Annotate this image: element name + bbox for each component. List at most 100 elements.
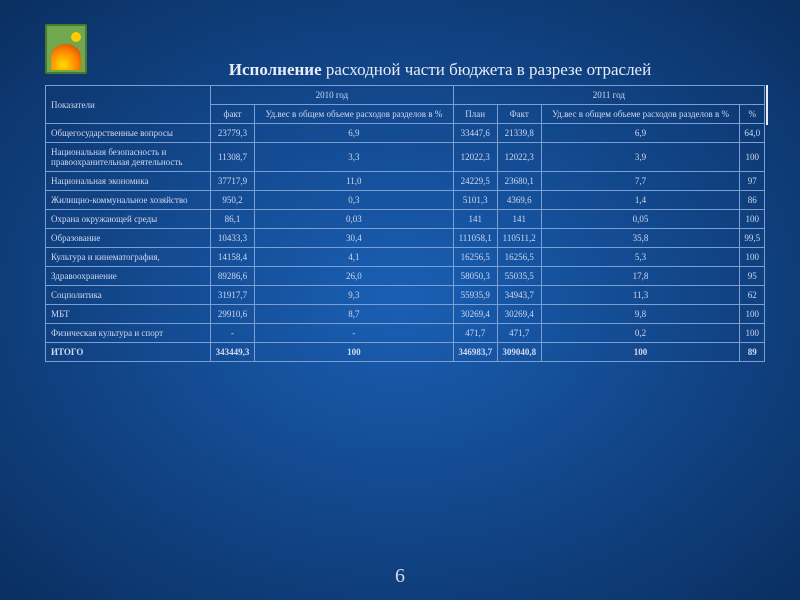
- cell: 16256,5: [497, 248, 541, 267]
- table-row: Национальная безопасность и правоохранит…: [46, 143, 765, 172]
- total-cell: 343449,3: [211, 343, 255, 362]
- total-cell: 309040,8: [497, 343, 541, 362]
- cell: 62: [740, 286, 765, 305]
- page-number: 6: [395, 565, 405, 588]
- row-label: Физическая культура и спорт: [46, 324, 211, 343]
- cell: 0,05: [541, 210, 740, 229]
- row-label: Национальная экономика: [46, 172, 211, 191]
- logo-flame: [51, 44, 81, 70]
- cell: 5,3: [541, 248, 740, 267]
- cell: 24229,5: [453, 172, 497, 191]
- cell: 17,8: [541, 267, 740, 286]
- cell: 111058,1: [453, 229, 497, 248]
- cell: 26,0: [255, 267, 454, 286]
- total-label: ИТОГО: [46, 343, 211, 362]
- row-label: Соцполитика: [46, 286, 211, 305]
- cell: 110511,2: [497, 229, 541, 248]
- cell: 86: [740, 191, 765, 210]
- cell: 100: [740, 143, 765, 172]
- cell: 30269,4: [453, 305, 497, 324]
- table-row: Образование10433,330,4111058,1110511,235…: [46, 229, 765, 248]
- cell: 34943,7: [497, 286, 541, 305]
- th-fact2011: Факт: [497, 105, 541, 124]
- total-cell: 89: [740, 343, 765, 362]
- cell: 950,2: [211, 191, 255, 210]
- table-row: Здравоохранение89286,626,058050,355035,5…: [46, 267, 765, 286]
- row-label: Образование: [46, 229, 211, 248]
- slide-title: Исполнение расходной части бюджета в раз…: [120, 60, 760, 80]
- cell: 4369,6: [497, 191, 541, 210]
- cell: 471,7: [453, 324, 497, 343]
- cell: 55035,5: [497, 267, 541, 286]
- cell: 1,4: [541, 191, 740, 210]
- table-total-row: ИТОГО343449,3100346983,7309040,810089: [46, 343, 765, 362]
- cell: 3,9: [541, 143, 740, 172]
- cell: 471,7: [497, 324, 541, 343]
- table-row: Культура и кинематография,14158,44,11625…: [46, 248, 765, 267]
- cell: 12022,3: [453, 143, 497, 172]
- table-row: Физическая культура и спорт--471,7471,70…: [46, 324, 765, 343]
- cell: 99,5: [740, 229, 765, 248]
- cell: 100: [740, 210, 765, 229]
- cell: 29910,6: [211, 305, 255, 324]
- th-fact2010: факт: [211, 105, 255, 124]
- logo: [45, 24, 87, 74]
- cell: 30269,4: [497, 305, 541, 324]
- cell: 6,9: [255, 124, 454, 143]
- th-weight2011: Уд.вес в общем объеме расходов разделов …: [541, 105, 740, 124]
- cell: 0,2: [541, 324, 740, 343]
- cell: 86,1: [211, 210, 255, 229]
- th-year2011: 2011 год: [453, 86, 764, 105]
- cell: -: [211, 324, 255, 343]
- cell: 95: [740, 267, 765, 286]
- table-body: Общегосударственные вопросы23779,36,9334…: [46, 124, 765, 362]
- cell: 37717,9: [211, 172, 255, 191]
- th-indicators: Показатели: [46, 86, 211, 124]
- row-label: Жилищно-коммунальное хозяйство: [46, 191, 211, 210]
- cell: 55935,9: [453, 286, 497, 305]
- cell: 58050,3: [453, 267, 497, 286]
- cell: 11,3: [541, 286, 740, 305]
- cell: 31917,7: [211, 286, 255, 305]
- cell: 14158,4: [211, 248, 255, 267]
- cell: 11,0: [255, 172, 454, 191]
- cell: -: [255, 324, 454, 343]
- cell: 35,8: [541, 229, 740, 248]
- cell: 100: [740, 324, 765, 343]
- cell: 30,4: [255, 229, 454, 248]
- logo-accent: [71, 32, 81, 42]
- cell: 6,9: [541, 124, 740, 143]
- cell: 9,8: [541, 305, 740, 324]
- cell: 16256,5: [453, 248, 497, 267]
- total-cell: 100: [255, 343, 454, 362]
- table-row: Общегосударственные вопросы23779,36,9334…: [46, 124, 765, 143]
- cell: 97: [740, 172, 765, 191]
- cell: 100: [740, 248, 765, 267]
- budget-table: Показатели 2010 год 2011 год факт Уд.вес…: [45, 85, 765, 362]
- cell: 0,03: [255, 210, 454, 229]
- cell: 10433,3: [211, 229, 255, 248]
- row-label: Охрана окружающей среды: [46, 210, 211, 229]
- total-cell: 100: [541, 343, 740, 362]
- cell: 33447,6: [453, 124, 497, 143]
- row-label: Национальная безопасность и правоохранит…: [46, 143, 211, 172]
- cell: 5101,3: [453, 191, 497, 210]
- row-label: Культура и кинематография,: [46, 248, 211, 267]
- row-label: Здравоохранение: [46, 267, 211, 286]
- cell: 23779,3: [211, 124, 255, 143]
- total-cell: 346983,7: [453, 343, 497, 362]
- cell: 3,3: [255, 143, 454, 172]
- th-year2010: 2010 год: [211, 86, 454, 105]
- cell: 23680,1: [497, 172, 541, 191]
- title-rest: расходной части бюджета в разрезе отрасл…: [322, 60, 652, 79]
- cell: 12022,3: [497, 143, 541, 172]
- th-pct: %: [740, 105, 765, 124]
- row-label: Общегосударственные вопросы: [46, 124, 211, 143]
- cell: 21339,8: [497, 124, 541, 143]
- cell: 64,0: [740, 124, 765, 143]
- cell: 9,3: [255, 286, 454, 305]
- cell: 7,7: [541, 172, 740, 191]
- cell: 89286,6: [211, 267, 255, 286]
- right-edge-mark: [766, 85, 768, 125]
- budget-table-container: Показатели 2010 год 2011 год факт Уд.вес…: [45, 85, 765, 362]
